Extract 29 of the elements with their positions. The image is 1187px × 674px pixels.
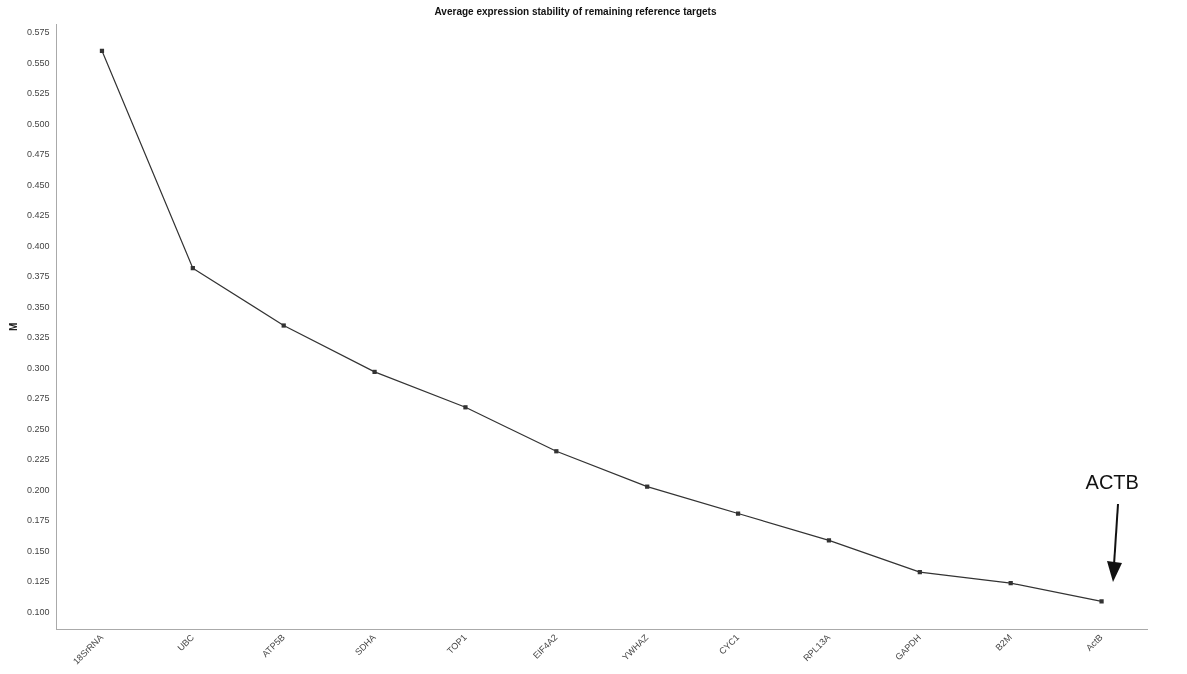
y-tick-label: 0.550 (26, 57, 50, 68)
y-tick-label: 0.125 (26, 576, 50, 587)
annotation: ACTB (1085, 471, 1139, 495)
y-axis-title: M (7, 322, 19, 331)
y-tick-label: 0.425 (26, 210, 50, 221)
y-tick-label: 0.400 (26, 240, 50, 251)
point (735, 511, 741, 516)
y-tick-label: 0.150 (26, 545, 50, 556)
y-tick-label: 0.325 (26, 332, 50, 343)
y-tick-label: 0.475 (26, 149, 50, 160)
point (372, 369, 377, 375)
y-tick-label: 0.175 (26, 515, 50, 526)
x-tick-label: UBC (175, 632, 197, 653)
point (463, 405, 468, 410)
y-tick-label: 0.300 (26, 362, 50, 373)
y-tick-label: 0.575 (26, 27, 50, 38)
chart-title: Average expression stability of remaining reference targets (434, 5, 717, 17)
y-tick-label: 0.450 (26, 179, 50, 190)
y-tick-label: 0.275 (26, 393, 50, 404)
y-tick-label: 0.200 (26, 484, 50, 495)
point (1099, 599, 1104, 604)
y-tick-label: 0.525 (26, 88, 50, 99)
y-tick-label: 0.375 (26, 271, 50, 282)
point (281, 323, 286, 328)
y-tick-label: 0.350 (26, 301, 50, 312)
y-tick-label: 0.225 (26, 454, 50, 465)
y-tick-label: 0.100 (26, 606, 50, 617)
y-tick-label: 0.250 (26, 423, 50, 434)
y-tick-label: 0.500 (26, 118, 50, 129)
